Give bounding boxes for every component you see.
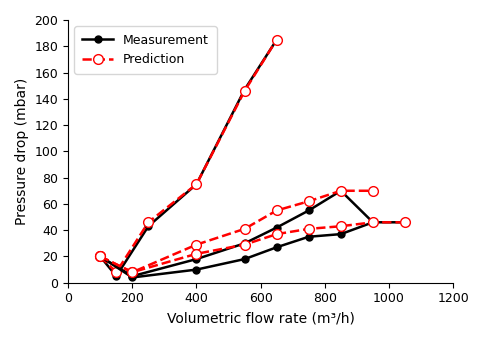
Legend: Measurement, Prediction: Measurement, Prediction — [75, 26, 216, 73]
X-axis label: Volumetric flow rate (m³/h): Volumetric flow rate (m³/h) — [166, 311, 355, 325]
Measurement — [146, 224, 151, 228]
Measurement — [274, 38, 280, 42]
Measurement — [242, 88, 247, 92]
Line: Prediction: Prediction — [95, 35, 282, 277]
Prediction — [97, 254, 103, 258]
Prediction — [274, 38, 280, 42]
Prediction — [194, 182, 199, 186]
Line: Measurement: Measurement — [97, 36, 280, 279]
Measurement — [194, 182, 199, 186]
Prediction — [146, 220, 151, 224]
Prediction — [113, 270, 119, 274]
Measurement — [113, 274, 119, 278]
Y-axis label: Pressure drop (mbar): Pressure drop (mbar) — [15, 78, 29, 225]
Measurement — [97, 254, 103, 258]
Prediction — [242, 89, 247, 93]
